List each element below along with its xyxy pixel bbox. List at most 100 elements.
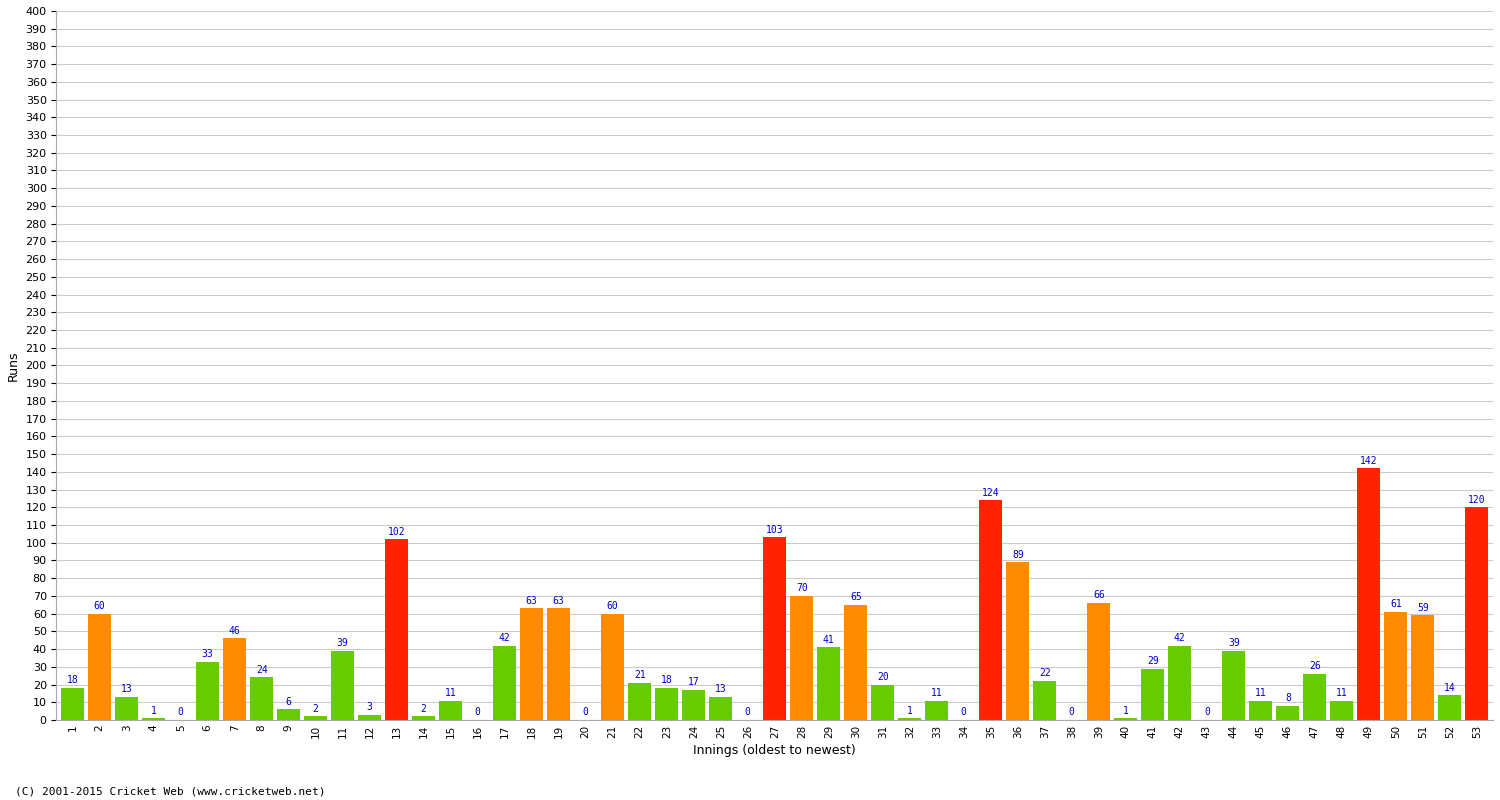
Bar (1276, 706, 1299, 720)
Bar (1168, 646, 1191, 720)
Bar (62, 688, 84, 720)
Text: 0: 0 (1204, 707, 1210, 718)
Bar (980, 500, 1002, 720)
Text: 21: 21 (634, 670, 645, 680)
Bar (844, 605, 867, 720)
Text: 18: 18 (662, 675, 672, 686)
Text: 0: 0 (1070, 707, 1074, 718)
Bar (790, 596, 813, 720)
Text: 142: 142 (1360, 456, 1377, 466)
Bar (358, 714, 381, 720)
Text: 26: 26 (1310, 662, 1320, 671)
Text: 42: 42 (500, 633, 510, 643)
Text: 1: 1 (150, 706, 156, 715)
Bar (1034, 681, 1056, 720)
Bar (196, 662, 219, 720)
Text: 70: 70 (796, 583, 807, 594)
Text: 124: 124 (982, 487, 999, 498)
Text: 39: 39 (338, 638, 348, 648)
Bar (710, 697, 732, 720)
Text: 11: 11 (1256, 688, 1266, 698)
Bar (1088, 603, 1110, 720)
Bar (224, 638, 246, 720)
Bar (764, 538, 786, 720)
Bar (440, 701, 462, 720)
Text: 120: 120 (1468, 494, 1485, 505)
Bar (548, 608, 570, 720)
Text: 89: 89 (1013, 550, 1023, 559)
Text: 20: 20 (878, 672, 888, 682)
Text: 41: 41 (824, 634, 834, 645)
Bar (88, 614, 111, 720)
X-axis label: Innings (oldest to newest): Innings (oldest to newest) (693, 744, 856, 757)
Bar (413, 717, 435, 720)
Bar (1304, 674, 1326, 720)
Text: 46: 46 (230, 626, 240, 636)
Text: 11: 11 (446, 688, 456, 698)
Text: 11: 11 (932, 688, 942, 698)
Text: 0: 0 (584, 707, 588, 718)
Text: 0: 0 (178, 707, 183, 718)
Bar (898, 718, 921, 720)
Bar (278, 710, 300, 720)
Bar (520, 608, 543, 720)
Bar (1007, 562, 1029, 720)
Bar (251, 678, 273, 720)
Bar (1222, 651, 1245, 720)
Text: 65: 65 (850, 592, 861, 602)
Bar (818, 647, 840, 720)
Bar (332, 651, 354, 720)
Text: 61: 61 (1390, 599, 1401, 610)
Bar (628, 682, 651, 720)
Bar (1250, 701, 1272, 720)
Text: 103: 103 (766, 525, 783, 534)
Bar (1438, 695, 1461, 720)
Bar (1358, 468, 1380, 720)
Bar (116, 697, 138, 720)
Text: 24: 24 (256, 665, 267, 674)
Text: 11: 11 (1336, 688, 1347, 698)
Text: 39: 39 (1228, 638, 1239, 648)
Text: 42: 42 (1174, 633, 1185, 643)
Bar (656, 688, 678, 720)
Text: 0: 0 (476, 707, 480, 718)
Y-axis label: Runs: Runs (8, 350, 20, 381)
Bar (926, 701, 948, 720)
Bar (142, 718, 165, 720)
Text: 6: 6 (286, 697, 291, 706)
Bar (1114, 718, 1137, 720)
Text: 2: 2 (314, 704, 318, 714)
Text: 18: 18 (68, 675, 78, 686)
Text: 14: 14 (1444, 682, 1455, 693)
Bar (1412, 615, 1434, 720)
Text: 2: 2 (422, 704, 426, 714)
Text: 13: 13 (716, 684, 726, 694)
Text: 17: 17 (688, 678, 699, 687)
Bar (1142, 669, 1164, 720)
Bar (871, 685, 894, 720)
Text: 63: 63 (554, 596, 564, 606)
Bar (682, 690, 705, 720)
Bar (386, 539, 408, 720)
Bar (602, 614, 624, 720)
Text: 102: 102 (388, 526, 405, 537)
Text: 33: 33 (202, 649, 213, 659)
Text: 60: 60 (94, 601, 105, 611)
Text: 13: 13 (122, 684, 132, 694)
Text: 8: 8 (1286, 693, 1292, 703)
Bar (494, 646, 516, 720)
Text: 1: 1 (908, 706, 912, 715)
Text: 3: 3 (368, 702, 372, 712)
Text: 59: 59 (1418, 602, 1428, 613)
Bar (1330, 701, 1353, 720)
Bar (1384, 612, 1407, 720)
Text: 0: 0 (746, 707, 750, 718)
Bar (1466, 507, 1488, 720)
Bar (304, 717, 327, 720)
Text: 66: 66 (1094, 590, 1104, 600)
Text: 60: 60 (608, 601, 618, 611)
Text: (C) 2001-2015 Cricket Web (www.cricketweb.net): (C) 2001-2015 Cricket Web (www.cricketwe… (15, 786, 326, 796)
Text: 63: 63 (526, 596, 537, 606)
Text: 1: 1 (1124, 706, 1128, 715)
Text: 29: 29 (1148, 656, 1158, 666)
